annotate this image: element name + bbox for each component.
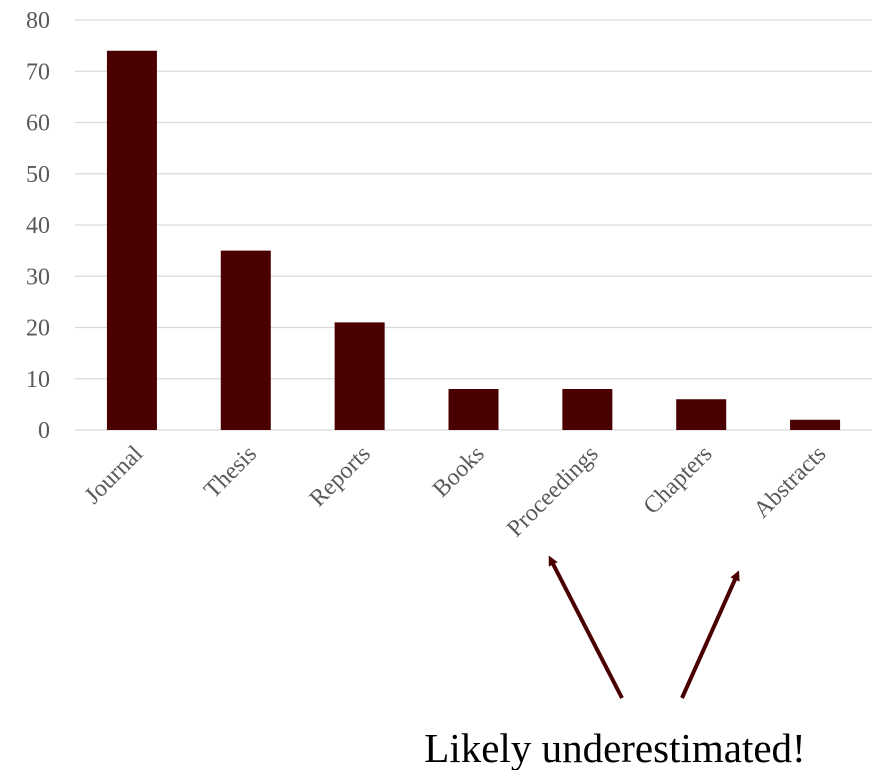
- annotation-text: Likely underestimated!: [424, 725, 805, 770]
- y-tick-label: 0: [38, 418, 50, 444]
- x-tick-label-abstracts: Abstracts: [749, 441, 831, 523]
- y-tick-label: 10: [26, 367, 50, 393]
- bar-reports: [334, 322, 385, 430]
- gridlines: [75, 19, 872, 431]
- x-tick-label-journal: Journal: [80, 441, 149, 510]
- bar-abstracts: [790, 419, 841, 430]
- y-tick-label: 40: [26, 213, 50, 239]
- y-tick-label: 70: [26, 59, 50, 85]
- y-tick-label: 80: [26, 8, 50, 34]
- x-tick-label-proceedings: Proceedings: [502, 441, 603, 542]
- bar-books: [448, 389, 499, 430]
- x-tick-label-chapters: Chapters: [639, 441, 718, 520]
- bar-chapters: [676, 399, 727, 430]
- x-tick-label-books: Books: [428, 441, 490, 503]
- x-tick-label-thesis: Thesis: [199, 441, 262, 504]
- y-tick-label: 30: [26, 264, 50, 290]
- bars: [106, 50, 841, 430]
- x-axis-labels: Journal Thesis Reports Books Proceedings Chap…: [80, 441, 831, 543]
- annotation: Likely underestimated!: [424, 555, 806, 770]
- y-axis-ticks: 0 10 20 30 40 50 60 70 80: [26, 8, 50, 444]
- bar-thesis: [220, 250, 271, 430]
- annotation-arrow-abstracts: [680, 570, 740, 699]
- x-tick-label-reports: Reports: [305, 441, 376, 512]
- y-tick-label: 50: [26, 162, 50, 188]
- bar-journal: [106, 50, 157, 430]
- bar-proceedings: [562, 389, 613, 430]
- y-tick-label: 20: [26, 316, 50, 342]
- annotation-arrow-proceedings: [548, 555, 624, 699]
- y-tick-label: 60: [26, 111, 50, 137]
